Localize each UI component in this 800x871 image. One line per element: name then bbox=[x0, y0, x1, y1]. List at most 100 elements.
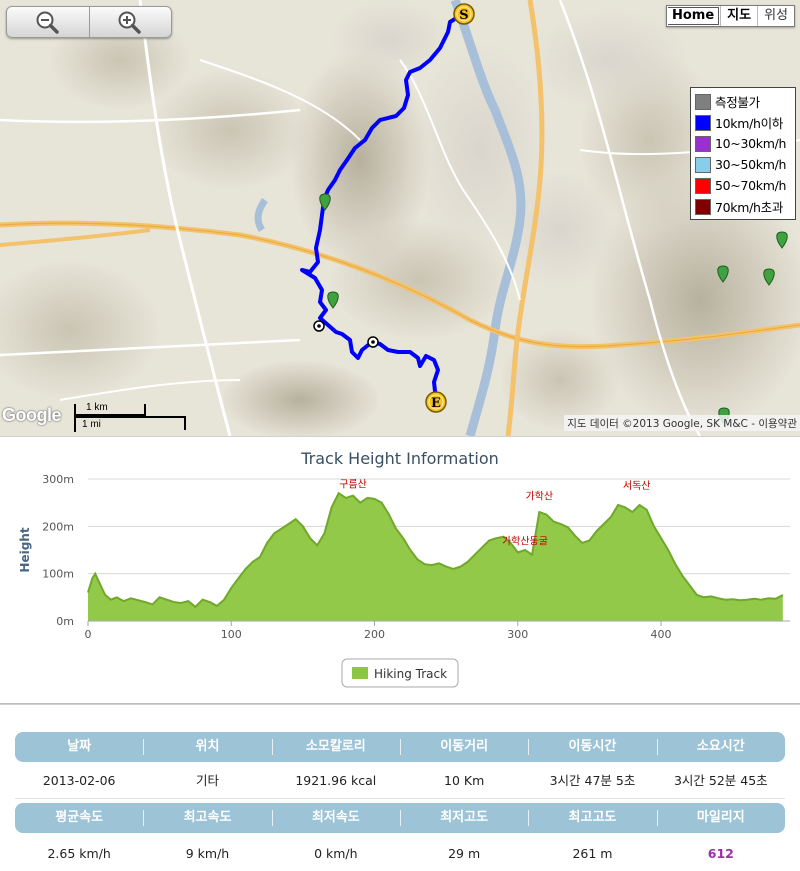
stat-header: 이동시간 bbox=[528, 732, 656, 762]
scale-tick bbox=[74, 404, 76, 432]
chart-canvas: Track Height Information Height 0 100 200 3… bbox=[18, 449, 790, 688]
legend-swatch bbox=[695, 114, 711, 131]
x-tick-label: 400 bbox=[651, 628, 672, 641]
stat-min-speed: 0 km/h bbox=[314, 846, 358, 861]
map-scale-bar: 1 km 1 mi bbox=[72, 400, 190, 432]
y-tick-label: 300m bbox=[42, 473, 74, 486]
map-canvas[interactable]: S E bbox=[0, 0, 800, 436]
legend-label: 70km/h초과 bbox=[715, 200, 784, 215]
legend-item: 측정불가 bbox=[695, 91, 793, 112]
zoom-in-button[interactable] bbox=[88, 7, 172, 37]
x-axis: 0 100 200 300 400 bbox=[85, 620, 790, 641]
stat-max-speed: 9 km/h bbox=[185, 846, 230, 861]
hiking-track-route bbox=[300, 12, 465, 402]
legend-label: 측정불가 bbox=[715, 95, 760, 110]
stat-moving-time: 3시간 47분 5초 bbox=[549, 773, 636, 788]
legend-item: 30~50km/h bbox=[695, 154, 793, 175]
stat-distance: 10 Km bbox=[444, 773, 485, 788]
stats-header-row-1: 날짜 위치 소모칼로리 이동거리 이동시간 소요시간 bbox=[15, 732, 785, 762]
river bbox=[450, 0, 526, 436]
stat-header: 이동거리 bbox=[399, 732, 528, 762]
legend-label: 10km/h이하 bbox=[715, 116, 784, 131]
chart-legend[interactable]: Hiking Track bbox=[341, 658, 459, 688]
x-tick-label: 300 bbox=[507, 628, 528, 641]
stat-header: 최고속도 bbox=[143, 803, 271, 833]
scale-km-label: 1 km bbox=[86, 402, 108, 413]
home-button[interactable]: Home bbox=[667, 7, 720, 25]
chart-title: Track Height Information bbox=[300, 449, 499, 468]
legend-label: 10~30km/h bbox=[715, 136, 787, 151]
legend-swatch bbox=[695, 135, 711, 152]
y-axis-title: Height bbox=[18, 527, 32, 572]
legend-item: 10km/h이하 bbox=[695, 112, 793, 133]
map-type-satellite-button[interactable]: 위성 bbox=[757, 6, 794, 26]
stat-date: 2013-02-06 bbox=[42, 773, 116, 788]
y-axis: 0m 100m 200m 300m bbox=[42, 473, 74, 628]
stat-header: 소요시간 bbox=[656, 732, 785, 762]
stat-header: 소모칼로리 bbox=[271, 732, 400, 762]
stat-location: 기타 bbox=[195, 773, 219, 788]
magnifier-plus-icon bbox=[118, 11, 141, 34]
stat-header: 최저고도 bbox=[399, 803, 528, 833]
map-type-switcher: Home 지도 위성 bbox=[665, 5, 795, 27]
scale-tick bbox=[184, 416, 186, 430]
stat-avg-speed: 2.65 km/h bbox=[47, 846, 111, 861]
roads bbox=[0, 0, 800, 436]
stats-header-row-2: 평균속도 최고속도 최저속도 최저고도 최고고도 마일리지 bbox=[15, 803, 785, 833]
legend-label: Hiking Track bbox=[374, 667, 447, 681]
magnifier-minus-icon bbox=[36, 11, 59, 34]
map-copyright[interactable]: 지도 데이터 ©2013 Google, SK M&C - 이용약관 bbox=[564, 415, 800, 431]
series-area[interactable] bbox=[88, 493, 783, 621]
peak-label: 구름산 bbox=[339, 479, 367, 491]
lake bbox=[254, 197, 268, 233]
stat-header: 날짜 bbox=[67, 739, 92, 754]
peak-label: 가학산동굴 bbox=[502, 535, 548, 547]
stats-value-row-2: 2.65 km/h 9 km/h 0 km/h 29 m 261 m 612 bbox=[15, 839, 785, 869]
scale-line bbox=[74, 414, 146, 416]
divider bbox=[15, 798, 785, 799]
y-tick-label: 200m bbox=[42, 520, 74, 533]
scale-line bbox=[74, 416, 186, 418]
google-logo[interactable]: Google bbox=[2, 405, 62, 425]
scale-tick bbox=[144, 404, 146, 416]
map-type-map-button[interactable]: 지도 bbox=[720, 6, 757, 26]
x-tick-label: 100 bbox=[221, 628, 242, 641]
stat-max-altitude: 261 m bbox=[572, 846, 613, 861]
y-tick-label: 100m bbox=[42, 568, 74, 581]
zoom-out-button[interactable] bbox=[7, 7, 89, 37]
legend-swatch bbox=[695, 177, 711, 194]
terrain-hills bbox=[0, 0, 800, 436]
chart-series bbox=[87, 491, 784, 621]
legend-item: 70km/h초과 bbox=[695, 196, 793, 217]
legend-swatch bbox=[695, 93, 711, 110]
legend-label: 50~70km/h bbox=[715, 178, 787, 193]
track-height-chart: Track Height Information Height 0 100 200 3… bbox=[0, 436, 800, 704]
stat-min-altitude: 29 m bbox=[448, 846, 481, 861]
stat-header: 평균속도 bbox=[55, 810, 104, 825]
legend-item: 50~70km/h bbox=[695, 175, 793, 196]
end-marker-icon[interactable]: E bbox=[425, 391, 447, 413]
photo-point-icons[interactable] bbox=[313, 320, 379, 348]
start-marker-icon[interactable]: S bbox=[453, 3, 475, 25]
legend-item: 10~30km/h bbox=[695, 133, 793, 154]
stat-header: 최고고도 bbox=[528, 803, 656, 833]
stat-total-time: 3시간 52분 45초 bbox=[673, 773, 768, 788]
stat-header: 위치 bbox=[143, 732, 271, 762]
waypoint-pin-icons[interactable] bbox=[319, 193, 788, 425]
legend-swatch bbox=[695, 198, 711, 215]
track-stats: 날짜 위치 소모칼로리 이동거리 이동시간 소요시간 2013-02-06 기타… bbox=[0, 704, 800, 871]
legend-label: 30~50km/h bbox=[715, 157, 787, 172]
legend-swatch bbox=[352, 667, 368, 679]
stat-header: 최저속도 bbox=[271, 803, 400, 833]
stat-mileage[interactable]: 612 bbox=[707, 846, 734, 861]
speed-legend: 측정불가 10km/h이하 10~30km/h 30~50km/h 50~70k… bbox=[690, 87, 796, 220]
map-view[interactable]: S E Home 지도 위성 bbox=[0, 0, 800, 436]
x-tick-label: 0 bbox=[85, 628, 92, 641]
x-tick-label: 200 bbox=[364, 628, 385, 641]
peak-label: 가학산 bbox=[525, 490, 553, 502]
legend-swatch bbox=[695, 156, 711, 173]
peak-label: 서독산 bbox=[623, 480, 651, 492]
legend-box[interactable] bbox=[341, 658, 459, 688]
zoom-control bbox=[6, 6, 172, 38]
y-tick-label: 0m bbox=[56, 615, 74, 628]
